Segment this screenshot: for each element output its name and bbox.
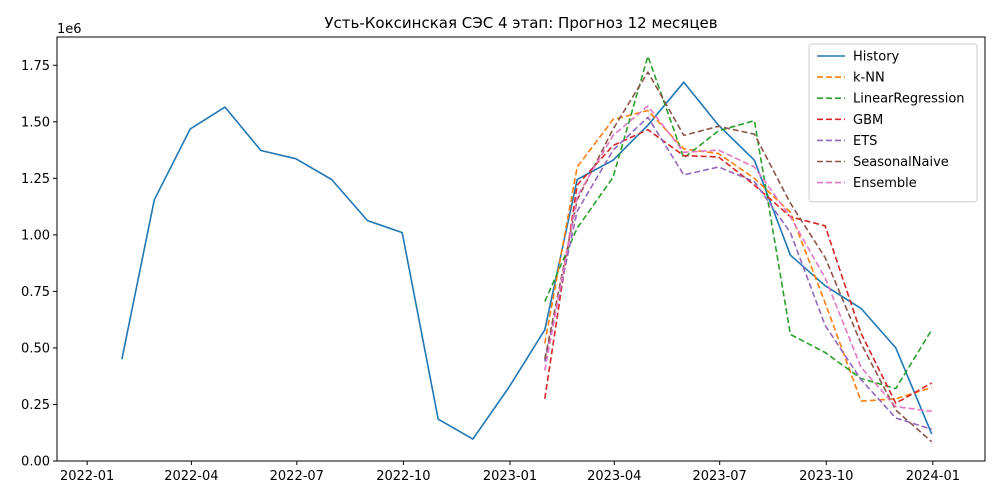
series-line-k-nn bbox=[544, 109, 932, 402]
x-tick-label: 2023-07 bbox=[693, 469, 747, 484]
y-tick-label: 1.75 bbox=[21, 59, 50, 74]
x-tick-label: 2023-01 bbox=[483, 469, 537, 484]
y-axis-multiplier: 1e6 bbox=[57, 22, 82, 37]
chart-title: Усть-Коксинская СЭС 4 этап: Прогноз 12 м… bbox=[324, 14, 717, 32]
x-tick-label: 2022-10 bbox=[376, 469, 430, 484]
legend-label: History bbox=[853, 50, 900, 65]
legend-label: SeasonalNaive bbox=[853, 155, 949, 170]
y-tick-label: 0.50 bbox=[21, 341, 50, 356]
legend-label: ETS bbox=[853, 134, 877, 149]
x-tick-label: 2022-04 bbox=[164, 469, 218, 484]
x-tick-label: 2022-07 bbox=[270, 469, 324, 484]
series-line-gbm bbox=[544, 128, 933, 405]
plot-lines bbox=[121, 55, 933, 443]
series-line-ensemble bbox=[544, 105, 932, 413]
legend-box bbox=[808, 43, 978, 203]
legend: History k-NN LinearRegression GBM ETS Seasona… bbox=[808, 43, 978, 203]
series-line-history bbox=[121, 81, 933, 440]
x-tick-label: 2023-04 bbox=[587, 469, 641, 484]
x-axis: 2022-01 2022-04 2022-07 2022-10 2023-01 2023-… bbox=[60, 461, 960, 484]
y-tick-label: 1.00 bbox=[21, 228, 50, 243]
legend-label: GBM bbox=[853, 113, 883, 128]
y-tick-label: 0.00 bbox=[21, 455, 50, 470]
y-tick-label: 1.25 bbox=[21, 172, 50, 187]
y-tick-label: 0.25 bbox=[21, 398, 50, 413]
legend-label: LinearRegression bbox=[853, 92, 965, 107]
legend-label: k-NN bbox=[853, 71, 885, 86]
x-tick-label: 2024-01 bbox=[906, 469, 960, 484]
x-tick-label: 2023-10 bbox=[799, 469, 853, 484]
plot-frame bbox=[56, 36, 986, 462]
legend-label: Ensemble bbox=[853, 176, 917, 191]
y-tick-label: 1.50 bbox=[21, 115, 50, 130]
y-tick-label: 0.75 bbox=[21, 285, 50, 300]
x-tick-label: 2022-01 bbox=[60, 469, 114, 484]
series-line-ets bbox=[544, 116, 932, 431]
series-line-seasonalnaive bbox=[544, 71, 933, 443]
y-axis: 0.00 0.25 0.50 0.75 1.00 1.25 1.50 1.75 bbox=[21, 59, 57, 470]
